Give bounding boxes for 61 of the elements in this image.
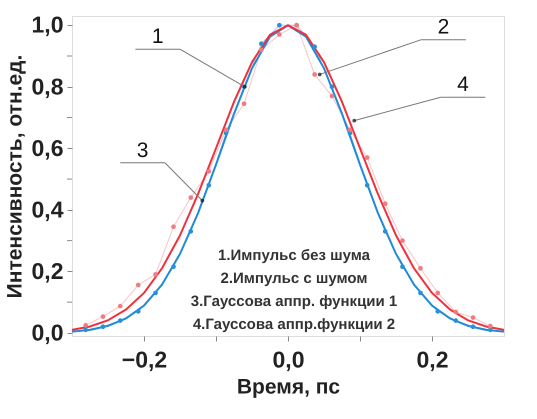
point xyxy=(400,238,405,243)
annotation: 1.Импульс без шума xyxy=(218,247,371,264)
y-tick-label: 0,0 xyxy=(32,319,64,346)
point xyxy=(188,229,194,234)
y-tick-label: 0,6 xyxy=(32,134,64,161)
point xyxy=(400,264,405,270)
point xyxy=(382,201,388,206)
point xyxy=(470,315,476,320)
y-axis-title: Интенсивность, отн.ед. xyxy=(4,54,27,298)
point xyxy=(136,309,141,314)
point xyxy=(312,44,317,50)
point xyxy=(224,128,228,132)
point xyxy=(83,328,88,332)
point xyxy=(259,48,264,52)
point xyxy=(488,324,493,328)
point xyxy=(470,324,476,330)
x-tick-label: −0,2 xyxy=(122,346,168,372)
point xyxy=(364,155,370,160)
point xyxy=(418,290,423,296)
point xyxy=(435,290,440,296)
x-axis-title: Время, пс xyxy=(236,376,340,398)
point xyxy=(277,32,282,37)
point xyxy=(100,314,106,319)
point xyxy=(330,94,334,98)
y-tick-label: 0,8 xyxy=(32,73,64,100)
point xyxy=(171,264,176,270)
point xyxy=(153,272,158,277)
point xyxy=(348,128,352,132)
annotation: 1 xyxy=(152,25,164,48)
x-tick-label: 0,2 xyxy=(416,346,448,372)
point xyxy=(118,318,123,323)
point xyxy=(364,182,370,188)
point xyxy=(418,266,423,271)
point xyxy=(277,22,282,28)
y-tick-label: 0,4 xyxy=(32,196,64,222)
y-tick-label: 1,0 xyxy=(32,12,64,38)
point xyxy=(259,41,264,46)
point xyxy=(206,182,212,188)
point xyxy=(153,290,158,296)
point xyxy=(312,72,317,77)
y-tick-label: 0,2 xyxy=(32,258,64,284)
point xyxy=(382,229,388,234)
point xyxy=(100,324,106,330)
point xyxy=(171,224,176,230)
point xyxy=(188,195,194,200)
point xyxy=(136,282,141,288)
point xyxy=(330,84,334,90)
point xyxy=(435,309,440,314)
point xyxy=(453,310,458,314)
point xyxy=(206,169,212,174)
point xyxy=(118,304,123,308)
point xyxy=(242,101,246,106)
annotation: 4.Гауссова аппр.функции 2 xyxy=(192,316,396,333)
annotation: 2.Импульс с шумом xyxy=(220,270,368,287)
annotation: 2 xyxy=(438,16,450,39)
x-tick-label: 0,0 xyxy=(272,346,304,372)
point xyxy=(453,318,458,323)
annotation: 4 xyxy=(457,73,470,96)
annotation: 3 xyxy=(136,138,148,162)
point xyxy=(83,322,88,328)
annotation: 3.Гауссова аппр. функции 1 xyxy=(190,293,398,310)
